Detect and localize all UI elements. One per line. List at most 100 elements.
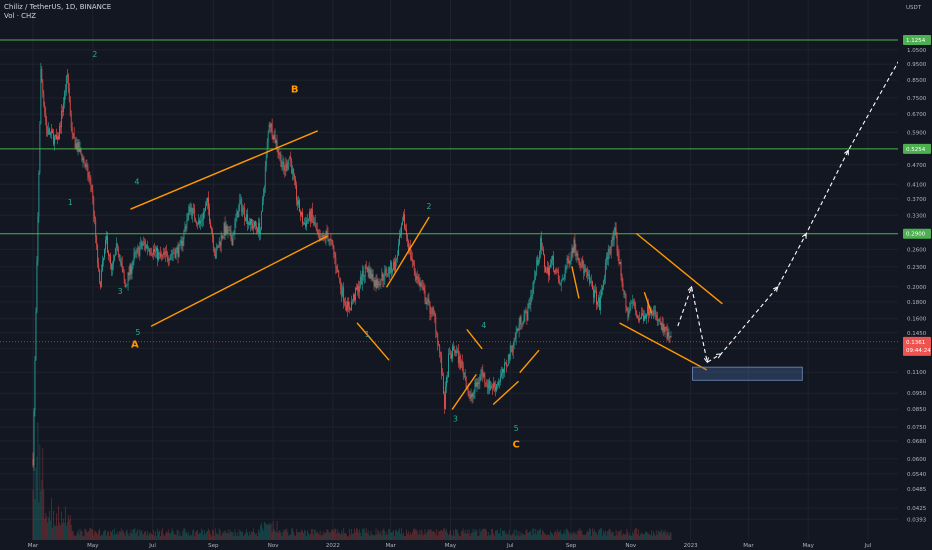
candle [363, 274, 365, 284]
candle-body [209, 208, 210, 222]
candle-body [288, 158, 290, 166]
candle-body [586, 269, 588, 272]
candle [75, 136, 77, 150]
candle [534, 269, 536, 284]
candle-body [218, 241, 220, 248]
candle [480, 368, 482, 382]
candle-body [624, 294, 626, 295]
price-tick-label: 0.1600 [907, 317, 927, 323]
volume-bar [489, 535, 491, 540]
volume-bar [403, 532, 404, 540]
candle [641, 307, 642, 320]
candle-body [399, 235, 400, 245]
volume-bar [568, 532, 570, 540]
candle-body [645, 315, 646, 319]
volume-bar [314, 529, 316, 540]
volume-bar [546, 535, 547, 540]
candle-body [44, 105, 46, 113]
candle-body [84, 163, 86, 167]
candle-body [426, 302, 428, 305]
volume-bar [595, 532, 596, 540]
volume-bar [625, 534, 627, 540]
candle-body [62, 110, 63, 112]
candle [551, 256, 552, 268]
candle [273, 130, 275, 140]
candle-body [52, 130, 53, 134]
candle-body [79, 148, 81, 152]
candle-body [49, 128, 51, 135]
candle [430, 306, 432, 321]
volume-bar [89, 528, 91, 540]
candle-body [659, 319, 661, 325]
candle [566, 254, 568, 270]
candle [44, 101, 46, 118]
candle-body [524, 311, 526, 316]
candle-body [523, 315, 525, 323]
candle [53, 128, 54, 146]
volume-bar [192, 530, 194, 540]
candle-body [492, 387, 494, 389]
volume-bar [51, 497, 53, 540]
candle-body [184, 226, 186, 231]
candle-body [441, 355, 443, 375]
volume-bar [474, 528, 476, 540]
candle-body [611, 237, 613, 246]
candle-body [592, 281, 593, 289]
candle [92, 184, 94, 205]
candle-body [476, 382, 478, 387]
candle-body [443, 375, 445, 395]
volume-bar [73, 535, 75, 540]
candle [168, 257, 170, 266]
candle [305, 216, 306, 230]
volume-bar [514, 535, 516, 540]
candle-body [65, 76, 67, 92]
volume-bar [553, 532, 555, 540]
candle-body [328, 240, 330, 242]
candle [286, 159, 288, 172]
volume-bar [435, 534, 437, 540]
volume-bar [144, 531, 146, 540]
volume-bar [437, 536, 439, 540]
candle [35, 307, 37, 361]
level-price-tag [903, 228, 931, 239]
candle-body [459, 356, 461, 368]
candle [116, 243, 118, 252]
candle [118, 253, 120, 262]
volume-bar [40, 490, 42, 540]
candle [49, 127, 51, 136]
volume-bar [467, 533, 469, 540]
candle-body [635, 306, 637, 312]
volume-bar [273, 528, 275, 540]
volume-bar [141, 530, 143, 540]
volume-bar [36, 456, 38, 540]
candle [624, 290, 626, 299]
candle-body [61, 110, 62, 127]
candle [292, 165, 294, 181]
wave-label: 5 [514, 424, 519, 433]
candle-body [235, 218, 237, 222]
volume-bar [193, 529, 195, 540]
candle [334, 251, 336, 265]
candle [247, 208, 249, 231]
candle [258, 217, 259, 238]
candle [215, 243, 217, 259]
candle [64, 84, 66, 100]
candle [81, 153, 83, 163]
volume-bar [337, 529, 339, 540]
volume-bar [650, 530, 652, 540]
candle [86, 159, 88, 171]
candle [530, 289, 532, 312]
volume-bar [104, 530, 105, 540]
candle-body [458, 356, 460, 364]
volume-bar [545, 534, 546, 540]
candle-body [478, 381, 480, 385]
candle [506, 364, 508, 368]
candle [140, 236, 142, 250]
candle-body [290, 156, 292, 161]
wave-label: 3 [118, 287, 123, 296]
candle-body [189, 206, 191, 212]
level-price-tag [903, 34, 931, 45]
candle [195, 217, 197, 223]
candle-body [629, 308, 631, 311]
